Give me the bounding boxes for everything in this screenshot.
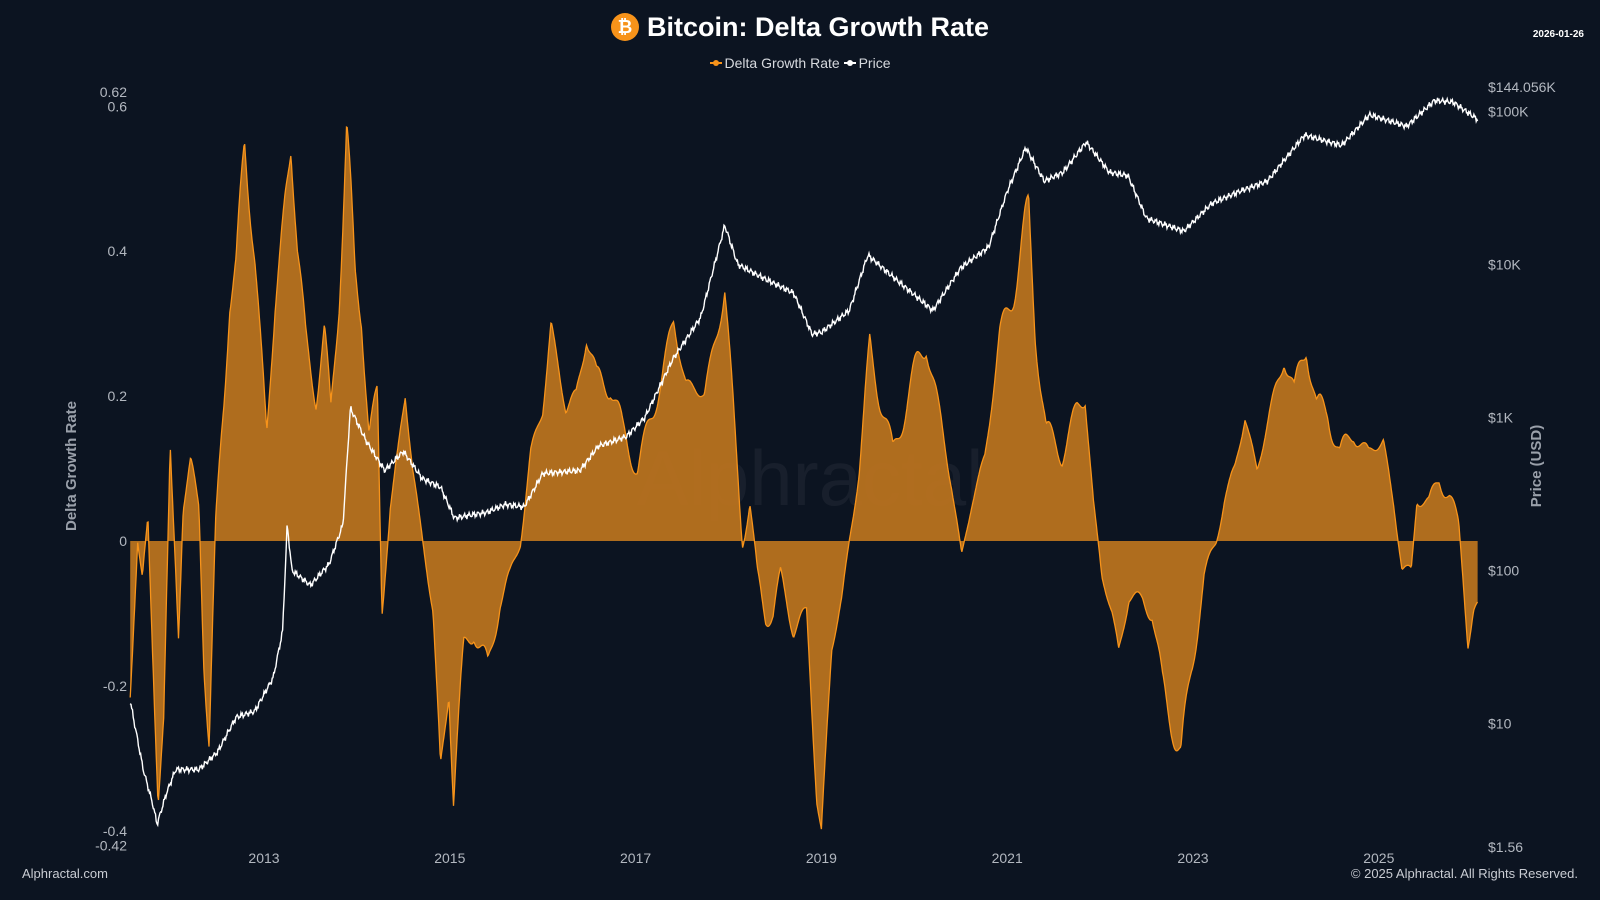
x-tick-label: 2021 <box>992 850 1023 866</box>
footer-site[interactable]: Alphractal.com <box>22 866 108 881</box>
y-right-tick-label: $1.56 <box>1488 839 1523 855</box>
y-left-tick-label: 0.4 <box>108 243 128 259</box>
x-tick-label: 2015 <box>434 850 465 866</box>
legend-dgr-label: Delta Growth Rate <box>724 55 840 71</box>
y-right-tick-label: $10K <box>1488 256 1521 272</box>
legend-item-price[interactable]: Price <box>843 55 891 71</box>
legend-price-label: Price <box>858 55 891 71</box>
y-right-tick-label: $144.056K <box>1488 79 1556 95</box>
legend-price-marker-icon <box>843 60 856 66</box>
x-tick-label: 2013 <box>248 850 279 866</box>
legend-item-dgr[interactable]: Delta Growth Rate <box>709 55 840 71</box>
dgr-line <box>129 126 1479 830</box>
y-left-tick-label: 0 <box>119 533 127 549</box>
y-left-axis-title: Delta Growth Rate <box>63 401 80 531</box>
x-tick-label: 2017 <box>620 850 651 866</box>
x-tick-label: 2023 <box>1177 850 1208 866</box>
x-tick-label: 2025 <box>1363 850 1394 866</box>
y-left-tick-label: -0.4 <box>103 823 127 839</box>
price-line <box>129 96 1479 828</box>
footer-copyright: © 2025 Alphractal. All Rights Reserved. <box>1350 866 1578 881</box>
y-left-tick-label: -0.2 <box>103 678 127 694</box>
dgr-area <box>130 127 1478 830</box>
date-label: 2026-01-26 <box>1532 29 1584 40</box>
chart-title: ₿ Bitcoin: Delta Growth Rate <box>0 12 1600 43</box>
title-text: Bitcoin: Delta Growth Rate <box>646 12 990 42</box>
legend: Delta Growth Rate Price <box>0 55 1600 71</box>
y-left-tick-label: 0.2 <box>108 388 128 404</box>
bitcoin-logo-icon: ₿ <box>610 13 639 41</box>
y-left-tick-label: 0.62 <box>100 84 127 100</box>
x-tick-label: 2019 <box>806 850 837 866</box>
legend-dgr-marker-icon <box>709 60 722 66</box>
y-right-tick-label: $100 <box>1488 562 1519 578</box>
y-left-tick-label: -0.42 <box>95 837 127 853</box>
y-left-tick-label: 0.6 <box>108 98 128 114</box>
y-right-tick-label: $100K <box>1488 103 1529 119</box>
y-right-axis-title: Price (USD) <box>1528 425 1545 508</box>
y-right-tick-label: $1K <box>1488 409 1514 425</box>
y-right-tick-label: $10 <box>1488 715 1512 731</box>
